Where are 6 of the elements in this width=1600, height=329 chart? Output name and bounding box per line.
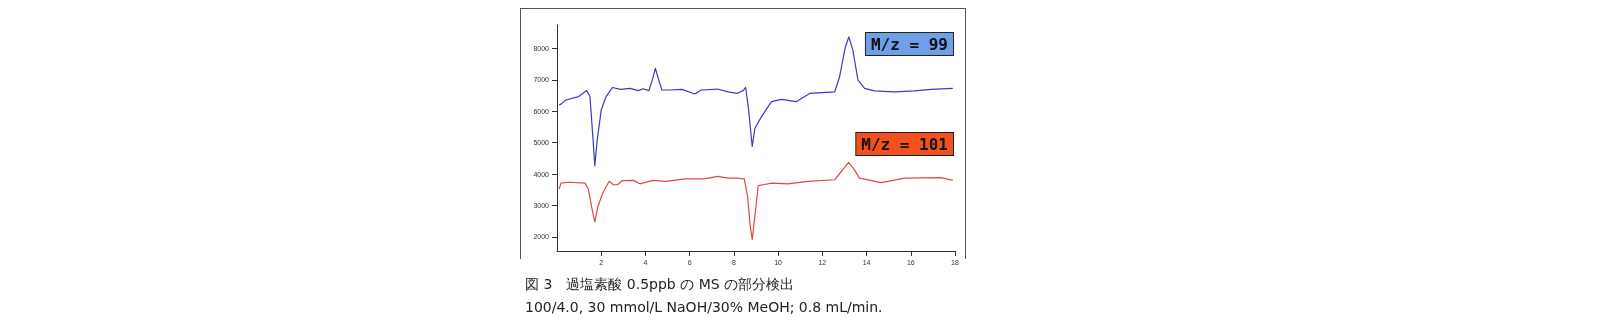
text: 図 3 過塩素酸 0.5ppb の MS の部分検出	[525, 276, 795, 292]
line-series	[558, 161, 954, 240]
series-label: M/z = 101	[861, 134, 949, 154]
line-series	[558, 36, 954, 167]
series-label: M/z = 99	[870, 34, 948, 54]
text: 100/4.0, 30 mmol/L NaOH/30% MeOH; 0.8 mL/min.	[525, 299, 883, 315]
